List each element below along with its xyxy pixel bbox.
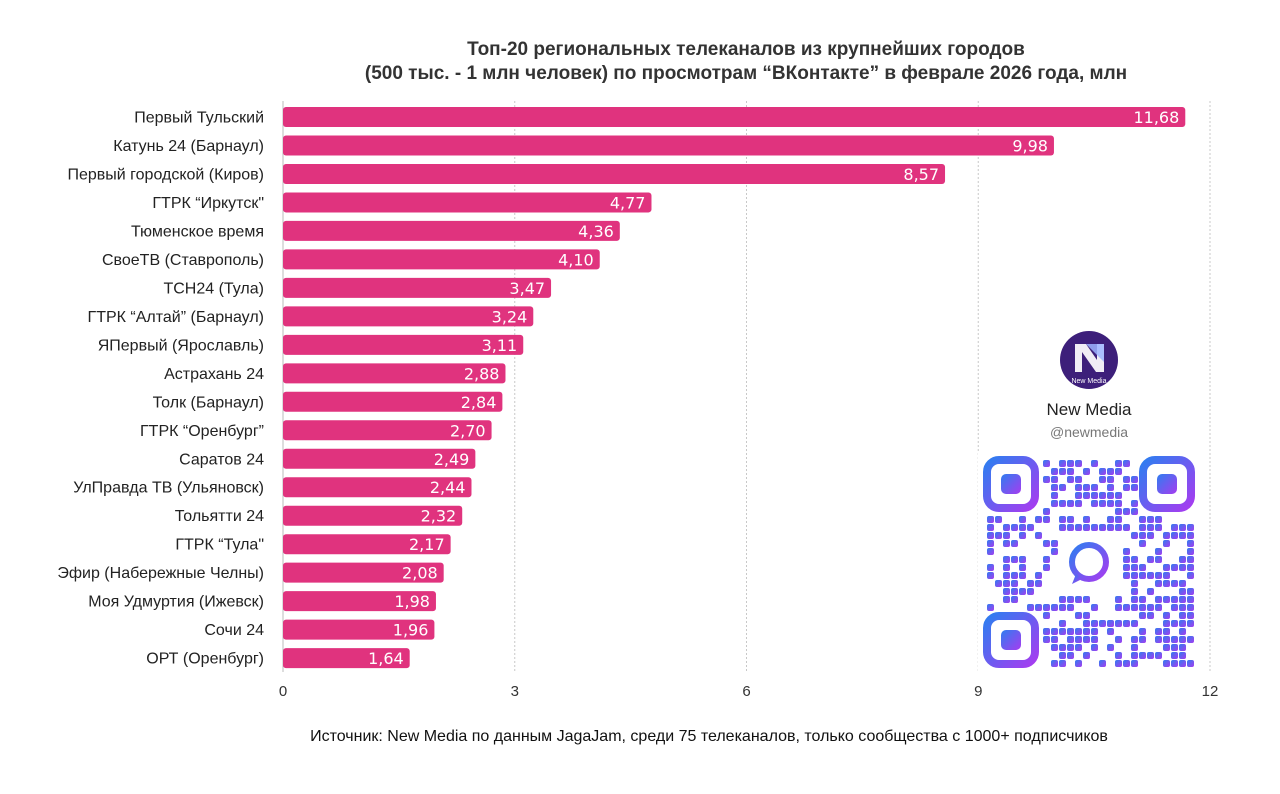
- bar-18: [283, 591, 436, 612]
- value-label-13: 2,49: [434, 450, 470, 469]
- bar-1: [283, 107, 1186, 127]
- value-label-14: 2,44: [430, 478, 466, 497]
- value-label-16: 2,17: [409, 535, 445, 554]
- category-label-13: Саратов 24: [179, 451, 264, 468]
- value-label-3: 8,57: [903, 165, 939, 184]
- bar-7: [283, 277, 552, 298]
- category-label-11: Толк (Барнаул): [153, 394, 264, 411]
- brand-handle: @newmedia: [1050, 424, 1128, 440]
- category-label-10: Астрахань 24: [164, 366, 264, 383]
- category-label-3: Первый городской (Киров): [67, 166, 264, 183]
- category-label-6: СвоеТВ (Ставрополь): [102, 252, 264, 269]
- bar-8: [283, 306, 534, 327]
- value-label-7: 3,47: [509, 279, 545, 298]
- chart-title-line-1: Топ-20 региональных телеканалов из крупн…: [467, 39, 1025, 60]
- source-note: Источник: New Media по данным JagaJam, с…: [310, 728, 1108, 745]
- value-label-20: 1,64: [368, 649, 404, 668]
- chart-title-line-2: (500 тыс. - 1 млн человек) по просмотрам…: [365, 63, 1127, 84]
- category-label-15: Тольятти 24: [175, 508, 264, 525]
- value-label-19: 1,96: [393, 621, 429, 640]
- qr-code[interactable]: [978, 451, 1200, 673]
- brand-name: New Media: [1046, 400, 1132, 419]
- value-label-17: 2,08: [402, 564, 438, 583]
- category-label-7: ТСН24 (Тула): [163, 280, 264, 297]
- bar-17: [283, 562, 444, 583]
- x-tick-label-6: 6: [742, 683, 750, 700]
- bar-10: [283, 363, 506, 384]
- category-label-17: Эфир (Набережные Челны): [57, 565, 264, 582]
- bar-4: [283, 192, 652, 213]
- x-tick-label-0: 0: [279, 683, 287, 700]
- value-label-6: 4,10: [558, 250, 594, 269]
- bars: [283, 107, 1186, 669]
- bar-14: [283, 477, 472, 498]
- bar-12: [283, 420, 492, 441]
- vk-clip-icon: [1065, 538, 1113, 586]
- bar-3: [283, 163, 946, 184]
- bar-6: [283, 249, 600, 270]
- value-label-18: 1,98: [394, 592, 430, 611]
- category-label-14: УлПравда ТВ (Ульяновск): [73, 480, 264, 497]
- x-tick-label-9: 9: [974, 683, 982, 700]
- bar-11: [283, 391, 503, 412]
- bar-5: [283, 220, 620, 241]
- x-tick-label-12: 12: [1202, 683, 1219, 700]
- x-axis-ticks: 0 3 6 9 12: [279, 683, 1219, 700]
- value-label-12: 2,70: [450, 421, 486, 440]
- category-label-18: Моя Удмуртия (Ижевск): [88, 594, 264, 611]
- category-label-9: ЯПервый (Ярославль): [98, 337, 264, 354]
- qr-finder-bottom-left: [983, 612, 1039, 668]
- x-tick-label-3: 3: [511, 683, 519, 700]
- bar-16: [283, 534, 451, 555]
- bar-9: [283, 334, 524, 355]
- bar-19: [283, 619, 435, 640]
- category-label-16: ГТРК “Тула": [175, 537, 264, 554]
- value-label-1: 11,68: [1133, 108, 1179, 127]
- logo-accent-icon: [1086, 344, 1104, 362]
- brand-block: New Media New Media @newmedia: [1046, 331, 1132, 440]
- value-labels: 11,68 9,98 8,57 4,77 4,36 4,10 3,47 3,24 3,11 2,8…: [368, 108, 1179, 668]
- value-label-15: 2,32: [421, 507, 457, 526]
- bar-2: [283, 135, 1054, 156]
- category-label-1: Первый Тульский: [134, 110, 264, 127]
- category-label-20: ОРТ (Оренбург): [146, 651, 264, 668]
- value-label-10: 2,88: [464, 364, 500, 383]
- category-label-2: Катунь 24 (Барнаул): [113, 138, 264, 155]
- category-label-12: ГТРК “Оренбург”: [140, 423, 264, 440]
- value-label-8: 3,24: [492, 307, 528, 326]
- value-label-11: 2,84: [461, 393, 497, 412]
- qr-finder-top-right: [1139, 456, 1195, 512]
- category-label-5: Тюменское время: [131, 223, 264, 240]
- value-label-2: 9,98: [1012, 136, 1048, 155]
- value-label-4: 4,77: [610, 193, 646, 212]
- category-label-4: ГТРК “Иркутск": [152, 195, 264, 212]
- logo-n-mark-icon: [1075, 344, 1104, 372]
- category-label-8: ГТРК “Алтай” (Барнаул): [88, 309, 264, 326]
- qr-finder-top-left: [983, 456, 1039, 512]
- bar-20: [283, 648, 410, 669]
- category-labels: Первый Тульский Катунь 24 (Барнаул) Первый…: [57, 110, 264, 668]
- bar-15: [283, 505, 463, 526]
- category-label-19: Сочи 24: [204, 622, 264, 639]
- qr-modules: [987, 460, 1194, 667]
- value-label-9: 3,11: [482, 336, 518, 355]
- logo-text: New Media: [1071, 378, 1106, 385]
- value-label-5: 4,36: [578, 222, 614, 241]
- bar-13: [283, 448, 476, 469]
